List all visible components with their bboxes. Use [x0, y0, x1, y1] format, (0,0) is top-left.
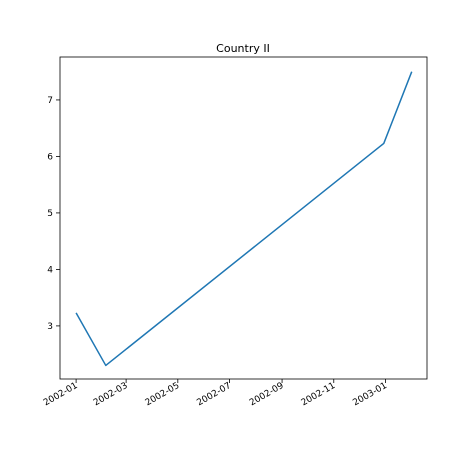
- chart-title: Country II: [216, 42, 270, 55]
- plot-frame: [59, 56, 428, 380]
- y-tick-label: 4: [47, 265, 53, 275]
- plot-series: [75, 71, 413, 367]
- y-tick-label: 5: [47, 209, 53, 219]
- y-tick-label: 7: [47, 96, 53, 106]
- y-axis: 3 4 5 6 7: [47, 96, 60, 332]
- y-tick-label: 3: [47, 322, 53, 332]
- series-line: [75, 71, 413, 367]
- y-tick-label: 6: [47, 152, 53, 162]
